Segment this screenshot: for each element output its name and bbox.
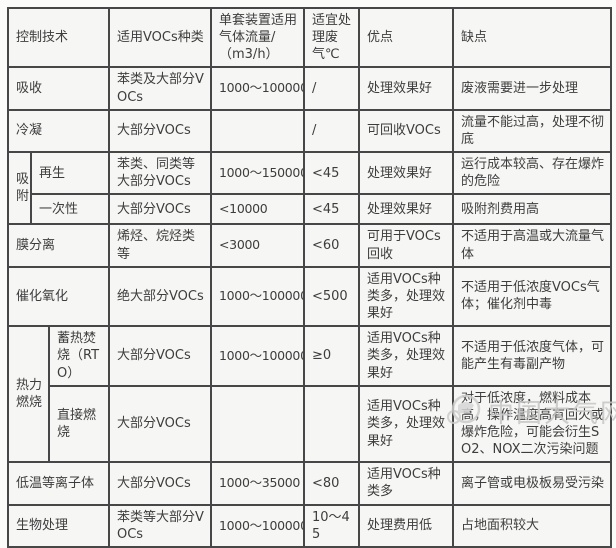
cell-cons: 废液需要进一步处理 (452, 66, 612, 111)
table-row-adsorption-onetime: 一次性 大部分VOCs <10000 <45 处理效果好 吸附剂费用高 (8, 193, 612, 226)
cell-flow: 1000～100000 (210, 66, 305, 111)
cell-tech: 膜分离 (7, 223, 110, 268)
cell-pros: 处理费用低 (358, 503, 454, 548)
cell-temp: ≥0 (303, 325, 360, 387)
cell-vocs: 烯烃、烷烃类等 (108, 223, 212, 268)
cell-tech: 低温等离子体 (7, 461, 110, 506)
cell-temp: / (303, 66, 360, 111)
cell-pros: 处理效果好 (358, 66, 454, 111)
cell-group-adsorption: 吸附 (7, 151, 32, 226)
cell-cons: 不适用于高温或大流量气体 (452, 223, 612, 268)
cell-cons: 不适用于低浓度气体，可能产生有毒副产物 (452, 325, 612, 387)
cell-temp: / (303, 108, 360, 154)
cell-tech: 吸收 (7, 66, 110, 111)
cell-vocs: 大部分VOCs (108, 461, 212, 506)
cell-flow: <3000 (210, 223, 305, 268)
header-cons: 缺点 (452, 6, 612, 69)
cell-vocs: 苯类等大部分VOCs (108, 503, 212, 548)
cell-pros: 适用VOCs种类多 (358, 461, 454, 506)
header-vocs: 适用VOCs种类 (108, 6, 212, 69)
cell-pros: 处理效果好 (358, 151, 454, 196)
cell-flow: 1000～35000 (210, 461, 305, 506)
cell-temp: <45 (303, 151, 360, 196)
header-pros: 优点 (358, 6, 454, 69)
table-row-condensation: 冷凝 大部分VOCs / 可回收VOCs 流量不能过高，处理不彻底 (7, 108, 612, 154)
cell-temp: <80 (303, 461, 360, 506)
cell-temp (303, 384, 360, 464)
cell-tech: 催化氧化 (7, 265, 110, 328)
cell-cons: 离子管或电极板易受污染 (452, 461, 612, 506)
cell-vocs: 大部分VOCs (108, 384, 212, 464)
cell-flow (210, 108, 305, 154)
cell-tech: 直接燃烧 (48, 384, 110, 464)
header-temp: 适宜处理废气℃ (303, 6, 360, 69)
cell-tech: 冷凝 (7, 108, 110, 154)
cell-vocs: 大部分VOCs (108, 325, 212, 387)
table-row-rto: 热力燃烧 蓄热焚烧（RTO） 大部分VOCs 1000～100000 ≥0 适用… (7, 325, 612, 464)
cell-tech: 一次性 (30, 193, 110, 226)
cell-flow (210, 384, 305, 464)
table-row-biological: 生物处理 苯类等大部分VOCs 1000～100000 10～45 处理费用低 … (7, 503, 612, 548)
cell-flow: 1000～100000 (210, 265, 305, 328)
table-row-membrane: 膜分离 烯烃、烷烃类等 <3000 <60 可用于VOCs回收 不适用于高温或大… (7, 223, 612, 268)
cell-pros: 适用VOCs种类多，处理效果好 (358, 265, 454, 328)
table-row-catalytic: 催化氧化 绝大部分VOCs 1000～100000 <500 适用VOCs种类多… (7, 265, 612, 328)
cell-pros: 可回收VOCs (358, 108, 454, 154)
cell-vocs: 苯类及大部分VOCs (108, 66, 212, 111)
cell-vocs: 绝大部分VOCs (108, 265, 212, 328)
cell-temp: <45 (303, 193, 360, 226)
cell-vocs: 大部分VOCs (108, 108, 212, 154)
cell-tech: 蓄热焚烧（RTO） (48, 325, 110, 387)
cell-vocs: 苯类、同类等大部分VOCs (108, 151, 212, 196)
cell-cons: 对于低浓度，燃料成本高，操作温度高有回火或爆炸危险，可能会衍生SO2、NOX二次… (452, 384, 612, 464)
table-row-adsorption-regen: 吸附 再生 苯类、同类等大部分VOCs 1000～150000 <45 处理效果… (7, 151, 612, 226)
header-tech: 控制技术 (7, 6, 110, 69)
table-row-direct-combustion: 直接燃烧 大部分VOCs 适用VOCs种类多，处理效果好 对于低浓度，燃料成本高… (8, 384, 612, 464)
cell-vocs: 大部分VOCs (108, 193, 212, 226)
cell-flow: 1000～100000 (210, 503, 305, 548)
vocs-control-table: 控制技术 适用VOCs种类 单套装置适用气体流量/（m3/h） 适宜处理废气℃ … (7, 6, 612, 548)
cell-pros: 适用VOCs种类多，处理效果好 (358, 325, 454, 387)
cell-cons: 运行成本较高、存在爆炸的危险 (452, 151, 612, 196)
cell-pros: 可用于VOCs回收 (358, 223, 454, 268)
cell-flow: 1000～150000 (210, 151, 305, 196)
table-row-plasma: 低温等离子体 大部分VOCs 1000～35000 <80 适用VOCs种类多 … (7, 461, 612, 506)
cell-temp: 10～45 (303, 503, 360, 548)
table-row-absorption: 吸收 苯类及大部分VOCs 1000～100000 / 处理效果好 废液需要进一… (7, 66, 612, 111)
cell-group-thermal: 热力燃烧 (7, 325, 50, 464)
cell-cons: 不适用于低浓度VOCs气体；催化剂中毒 (452, 265, 612, 328)
cell-cons: 流量不能过高，处理不彻底 (452, 108, 612, 154)
cell-temp: <60 (303, 223, 360, 268)
cell-cons: 吸附剂费用高 (452, 193, 612, 226)
cell-temp: <500 (303, 265, 360, 328)
cell-flow: <10000 (210, 193, 305, 226)
cell-tech: 生物处理 (7, 503, 110, 548)
cell-tech: 再生 (30, 151, 110, 196)
cell-flow: 1000～100000 (210, 325, 305, 387)
header-row: 控制技术 适用VOCs种类 单套装置适用气体流量/（m3/h） 适宜处理废气℃ … (7, 6, 612, 69)
header-flow: 单套装置适用气体流量/（m3/h） (210, 6, 305, 69)
cell-pros: 适用VOCs种类多，处理效果好 (358, 384, 454, 464)
cell-cons: 占地面积较大 (452, 503, 612, 548)
cell-pros: 处理效果好 (358, 193, 454, 226)
